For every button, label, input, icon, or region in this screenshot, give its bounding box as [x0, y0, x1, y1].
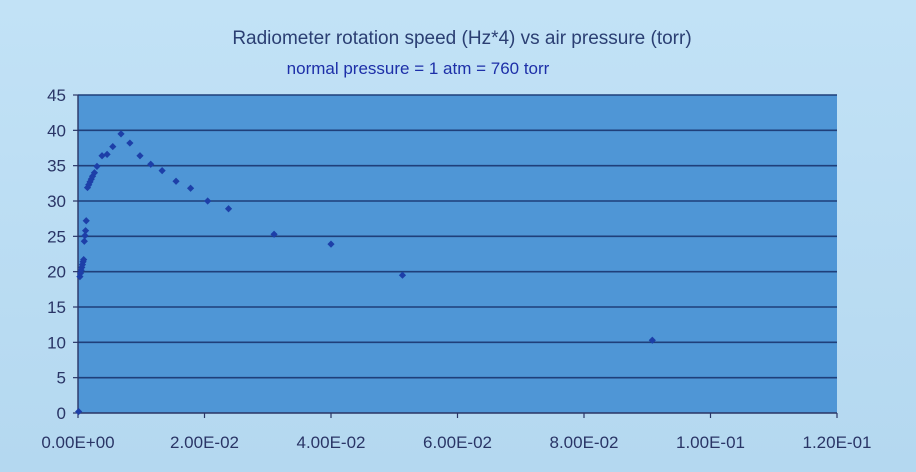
data-point	[147, 160, 155, 168]
data-point	[186, 184, 195, 192]
y-axis-tick-labels: 0 5 10 15 20 25 30 35 40 45	[47, 86, 66, 423]
data-point	[93, 162, 101, 170]
chart-subtitle: normal pressure = 1 atm = 760 torr	[287, 59, 550, 78]
data-point	[117, 130, 125, 138]
data-point	[224, 205, 233, 213]
data-point	[109, 142, 117, 151]
data-point	[103, 150, 111, 158]
y-tick-label: 15	[47, 298, 66, 317]
data-point	[82, 217, 90, 225]
y-tick-label: 40	[47, 121, 66, 140]
data-point	[90, 169, 99, 177]
x-tick-label: 1.00E-01	[676, 433, 745, 452]
data-point	[327, 240, 335, 248]
x-tick-label: 2.00E-02	[170, 433, 239, 452]
data-point	[204, 197, 212, 205]
data-point	[80, 237, 88, 245]
x-tick-label: 0.00E+00	[41, 433, 114, 452]
plot-area	[78, 95, 837, 413]
y-tick-label: 25	[47, 227, 66, 246]
data-point	[648, 336, 656, 344]
data-point	[98, 152, 106, 160]
x-tick-label: 6.00E-02	[423, 433, 492, 452]
y-tick-label: 45	[47, 86, 66, 105]
y-tick-label: 35	[47, 157, 66, 176]
x-tick-label: 8.00E-02	[550, 433, 619, 452]
y-tick-label: 30	[47, 192, 66, 211]
y-tick-label: 20	[47, 263, 66, 282]
y-tick-label: 10	[47, 333, 66, 352]
data-point	[172, 177, 180, 185]
data-point	[398, 271, 407, 279]
y-tick-label: 5	[57, 369, 66, 388]
data-point	[87, 175, 95, 183]
x-axis-tick-labels: 0.00E+00 2.00E-02 4.00E-02 6.00E-02 8.00E-02…	[41, 433, 871, 452]
y-tick-label: 0	[57, 404, 66, 423]
data-point	[136, 152, 144, 160]
data-point	[158, 167, 166, 175]
data-point	[81, 227, 90, 235]
chart-title: Radiometer rotation speed (Hz*4) vs air …	[232, 28, 691, 49]
data-point	[81, 232, 89, 240]
data-points	[75, 130, 656, 416]
data-point	[270, 230, 278, 238]
data-point	[126, 139, 134, 147]
x-tick-label: 1.20E-01	[803, 433, 872, 452]
data-point	[75, 407, 83, 416]
data-point	[80, 256, 88, 264]
x-tick-label: 4.00E-02	[297, 433, 366, 452]
axes	[73, 94, 838, 418]
